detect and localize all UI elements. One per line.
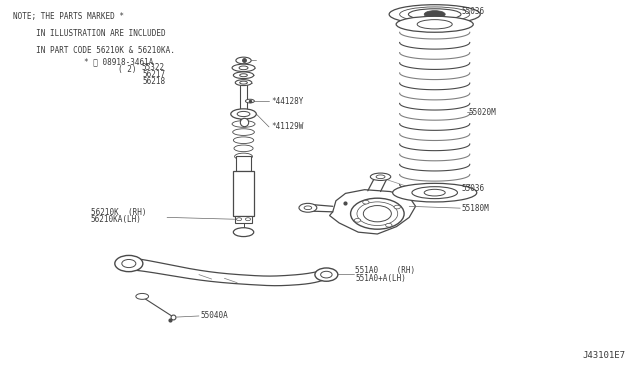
- Text: ( 2): ( 2): [118, 65, 136, 74]
- Text: 551A0+A(LH): 551A0+A(LH): [355, 274, 406, 283]
- Text: 55040A: 55040A: [201, 311, 228, 320]
- Ellipse shape: [233, 129, 254, 135]
- Ellipse shape: [304, 206, 312, 210]
- Ellipse shape: [394, 205, 401, 209]
- Ellipse shape: [232, 64, 255, 71]
- Text: J43101E7: J43101E7: [583, 350, 626, 359]
- Ellipse shape: [240, 81, 247, 84]
- Text: 56210K  (RH): 56210K (RH): [91, 208, 146, 217]
- Ellipse shape: [417, 20, 452, 29]
- Ellipse shape: [355, 218, 361, 222]
- Text: 56217: 56217: [143, 70, 166, 79]
- Text: * Ⓝ 08918-3461A: * Ⓝ 08918-3461A: [84, 58, 154, 67]
- Ellipse shape: [408, 9, 461, 20]
- Text: *44128Y: *44128Y: [271, 97, 303, 106]
- Ellipse shape: [236, 80, 252, 86]
- Ellipse shape: [234, 72, 253, 78]
- Ellipse shape: [239, 66, 248, 70]
- Ellipse shape: [393, 183, 477, 202]
- Text: 55020M: 55020M: [468, 108, 496, 117]
- Ellipse shape: [321, 271, 332, 278]
- Ellipse shape: [122, 260, 136, 267]
- Ellipse shape: [231, 109, 256, 119]
- Ellipse shape: [424, 189, 445, 196]
- Ellipse shape: [386, 223, 392, 227]
- Text: 551A0    (RH): 551A0 (RH): [355, 266, 415, 275]
- Ellipse shape: [389, 5, 480, 24]
- Text: 56210KA(LH): 56210KA(LH): [91, 215, 141, 224]
- Text: IN PART CODE 56210K & 56210KA.: IN PART CODE 56210K & 56210KA.: [13, 46, 175, 55]
- Text: 55322: 55322: [141, 62, 164, 72]
- Text: NOTE; THE PARTS MARKED *: NOTE; THE PARTS MARKED *: [13, 13, 124, 22]
- Ellipse shape: [235, 153, 252, 160]
- Ellipse shape: [234, 145, 253, 152]
- Ellipse shape: [351, 198, 404, 229]
- Ellipse shape: [136, 294, 148, 299]
- Ellipse shape: [234, 228, 253, 237]
- Ellipse shape: [232, 121, 255, 127]
- Text: 55180M: 55180M: [461, 203, 489, 213]
- Ellipse shape: [412, 187, 458, 199]
- Ellipse shape: [424, 11, 445, 18]
- Bar: [234, 171, 253, 215]
- Text: IN ILLUSTRATION ARE INCLUDED: IN ILLUSTRATION ARE INCLUDED: [13, 29, 166, 38]
- Ellipse shape: [240, 74, 247, 77]
- Ellipse shape: [364, 206, 392, 222]
- Text: 55036: 55036: [461, 185, 484, 193]
- Polygon shape: [330, 190, 415, 234]
- Ellipse shape: [237, 218, 242, 221]
- Ellipse shape: [237, 112, 250, 116]
- Text: 55036: 55036: [461, 7, 484, 16]
- Bar: [236, 157, 251, 171]
- Ellipse shape: [115, 256, 143, 272]
- Ellipse shape: [376, 175, 385, 179]
- Ellipse shape: [234, 137, 253, 144]
- Bar: [235, 215, 252, 223]
- Text: *41129W: *41129W: [271, 122, 303, 131]
- Ellipse shape: [396, 16, 473, 32]
- Ellipse shape: [371, 173, 391, 180]
- Ellipse shape: [299, 203, 317, 212]
- Text: 56218: 56218: [143, 77, 166, 86]
- Ellipse shape: [246, 218, 250, 221]
- Ellipse shape: [236, 57, 251, 64]
- Ellipse shape: [246, 99, 254, 103]
- Ellipse shape: [315, 268, 338, 281]
- Ellipse shape: [363, 201, 369, 204]
